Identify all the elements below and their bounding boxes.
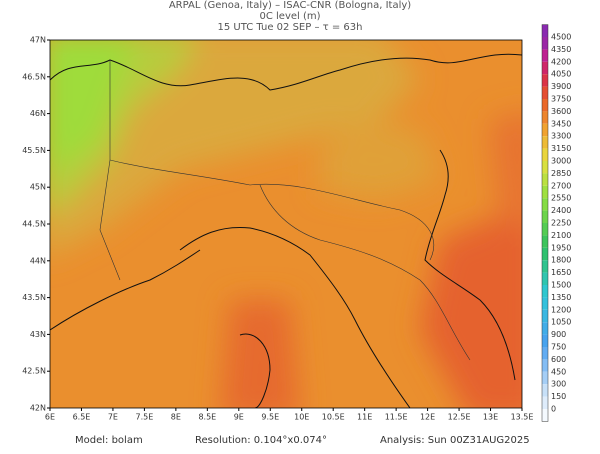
- colorbar-segment: [542, 371, 548, 385]
- colorbar-label: 3000: [551, 157, 571, 166]
- title-line: 0C level (m): [259, 11, 320, 22]
- colorbar-label: 3300: [551, 132, 571, 141]
- lat-label: 45.5N: [22, 146, 46, 155]
- colorbar-segment: [542, 136, 548, 149]
- colorbar-label: 3750: [551, 95, 571, 104]
- colorbar-label: 150: [551, 392, 566, 401]
- colorbar-label: 4050: [551, 70, 571, 79]
- colorbar-segment: [542, 99, 548, 112]
- colorbar-label: 2550: [551, 194, 571, 203]
- lon-label: 11.5E: [385, 413, 408, 422]
- lon-label: 9E: [234, 413, 244, 422]
- colorbar-label: 2850: [551, 169, 571, 178]
- colorbar-label: 2100: [551, 231, 571, 240]
- colorbar-segment: [542, 74, 548, 87]
- colorbar-segment: [542, 347, 548, 360]
- colorbar-segment: [542, 297, 548, 310]
- lon-label: 10E: [294, 413, 309, 422]
- lat-label: 44.5N: [22, 220, 46, 229]
- colorbar-label: 4350: [551, 45, 571, 54]
- lon-label: 8.5E: [198, 413, 216, 422]
- colorbar-segment: [542, 334, 548, 347]
- colorbar-segment: [542, 61, 548, 75]
- colorbar-segment: [542, 409, 548, 422]
- lon-label: 13E: [483, 413, 498, 422]
- lat-label: 43.5N: [22, 293, 46, 302]
- colorbar-label: 300: [551, 380, 566, 389]
- colorbar-segment: [542, 198, 548, 211]
- colorbar-segment: [542, 173, 548, 186]
- colorbar-segment: [542, 111, 548, 124]
- lat-label: 42N: [30, 404, 46, 413]
- lon-label: 12E: [420, 413, 435, 422]
- colorbar-segment: [542, 86, 548, 99]
- colorbar-label: 1200: [551, 305, 571, 314]
- colorbar-label: 3150: [551, 144, 571, 153]
- colorbar-segment: [542, 272, 548, 285]
- colorbar-segment: [542, 223, 548, 236]
- lon-label: 8E: [171, 413, 181, 422]
- colorbar-label: 600: [551, 355, 566, 364]
- colorbar-label: 750: [551, 343, 566, 352]
- colorbar-frame: [541, 24, 549, 422]
- footer-analysis: Analysis: Sun 00Z31AUG2025: [380, 435, 530, 446]
- colorbar-label: 3450: [551, 119, 571, 128]
- colorbar-segment: [542, 210, 548, 223]
- colorbar-label: 1800: [551, 256, 571, 265]
- colorbar-segment: [542, 148, 548, 161]
- lat-label: 46N: [30, 109, 46, 118]
- lon-label: 12.5E: [448, 413, 471, 422]
- colorbar-segment: [542, 161, 548, 174]
- colorbar-segment: [542, 235, 548, 248]
- footer-model: Model: bolam: [75, 435, 143, 446]
- colorbar-label: 3900: [551, 82, 571, 91]
- colorbar-label: 2400: [551, 206, 571, 215]
- colorbar-segment: [542, 185, 548, 199]
- colorbar-label: 3600: [551, 107, 571, 116]
- lat-label: 45N: [30, 183, 46, 192]
- footer-resolution: Resolution: 0.104°x0.074°: [195, 435, 327, 446]
- colorbar-segment: [542, 285, 548, 298]
- colorbar-segment: [542, 309, 548, 323]
- colorbar-label: 1950: [551, 243, 571, 252]
- colorbar-segment: [542, 247, 548, 261]
- colorbar-label: 4200: [551, 57, 571, 66]
- lon-label: 6.5E: [73, 413, 91, 422]
- lat-label: 47N: [30, 36, 46, 45]
- lon-label: 7E: [108, 413, 118, 422]
- map-field: [50, 40, 522, 408]
- lat-label: 46.5N: [22, 72, 46, 81]
- colorbar-segment: [542, 260, 548, 273]
- colorbar-segment: [542, 396, 548, 409]
- colorbar-label: 1050: [551, 318, 571, 327]
- colorbar-segment: [542, 359, 548, 372]
- lon-label: 13.5E: [511, 413, 534, 422]
- colorbar-segment: [542, 322, 548, 335]
- lon-label: 7.5E: [136, 413, 154, 422]
- colorbar-segment: [542, 37, 548, 50]
- lon-label: 6E: [45, 413, 55, 422]
- colorbar-label: 1500: [551, 281, 571, 290]
- colorbar-label: 1650: [551, 268, 571, 277]
- colorbar-segment: [542, 24, 548, 37]
- title-line: 15 UTC Tue 02 SEP – τ = 63h: [218, 22, 363, 33]
- lon-label: 9.5E: [261, 413, 279, 422]
- colorbar-label: 2700: [551, 181, 571, 190]
- colorbar-segment: [542, 384, 548, 397]
- lat-label: 44N: [30, 256, 46, 265]
- lat-label: 42.5N: [22, 367, 46, 376]
- colorbar-label: 4500: [551, 33, 571, 42]
- lon-label: 11E: [357, 413, 372, 422]
- colorbar-segment: [542, 123, 548, 137]
- colorbar-label: 2250: [551, 219, 571, 228]
- title-line: ARPAL (Genoa, Italy) – ISAC-CNR (Bologna…: [169, 0, 411, 11]
- colorbar-segment: [542, 49, 548, 62]
- colorbar-label: 900: [551, 330, 566, 339]
- colorbar-label: 0: [551, 405, 556, 414]
- colorbar-label: 450: [551, 367, 566, 376]
- colorbar-label: 1350: [551, 293, 571, 302]
- lon-label: 10.5E: [322, 413, 345, 422]
- lat-label: 43N: [30, 330, 46, 339]
